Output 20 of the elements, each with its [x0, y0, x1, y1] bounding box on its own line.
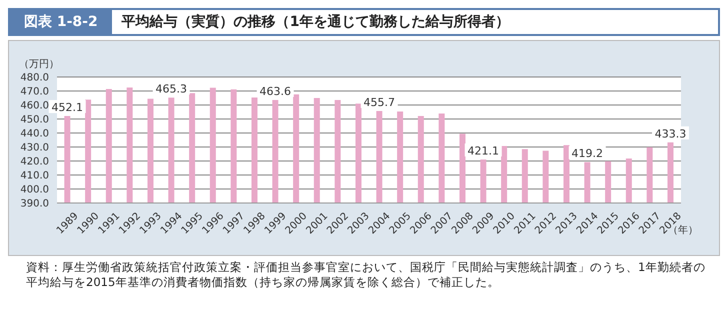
y-tick-label: 460.0 — [20, 100, 49, 112]
data-label: 463.6 — [260, 84, 292, 98]
chart-title: 図表 1-8-2 平均給与（実質）の推移（1年を通じて勤務した給与所得者） — [24, 14, 510, 30]
y-tick-label: 410.0 — [20, 170, 49, 182]
y-tick-label: 390.0 — [20, 198, 49, 210]
data-label: 421.1 — [468, 144, 500, 158]
y-tick-label: 420.0 — [20, 156, 49, 168]
text: 資料：厚生労働省政策統括官付政策立案・評価担当参事官室において、国税庁「民間給与実態統計調査」のうち、1年勤続者の平均給与を2015年基準の消費者物価指数（持ち家の帰属家賃を除く総合）で補正した。 — [25, 260, 706, 290]
data-label: 465.3 — [156, 82, 188, 96]
data-label: 433.3 — [654, 127, 686, 140]
y-tick-label: 400.0 — [20, 184, 49, 196]
y-tick-label: 450.0 — [20, 114, 49, 126]
y-axis-title: （万円） — [19, 59, 59, 70]
y-tick-label: 440.0 — [20, 128, 49, 140]
y-tick-label: 470.0 — [20, 86, 49, 98]
data-label: 455.7 — [364, 96, 396, 110]
data-label: 419.2 — [572, 147, 604, 160]
data-label: 452.1 — [52, 101, 84, 114]
y-tick-label: 430.0 — [20, 142, 49, 154]
y-tick-label: 480.0 — [20, 72, 49, 84]
